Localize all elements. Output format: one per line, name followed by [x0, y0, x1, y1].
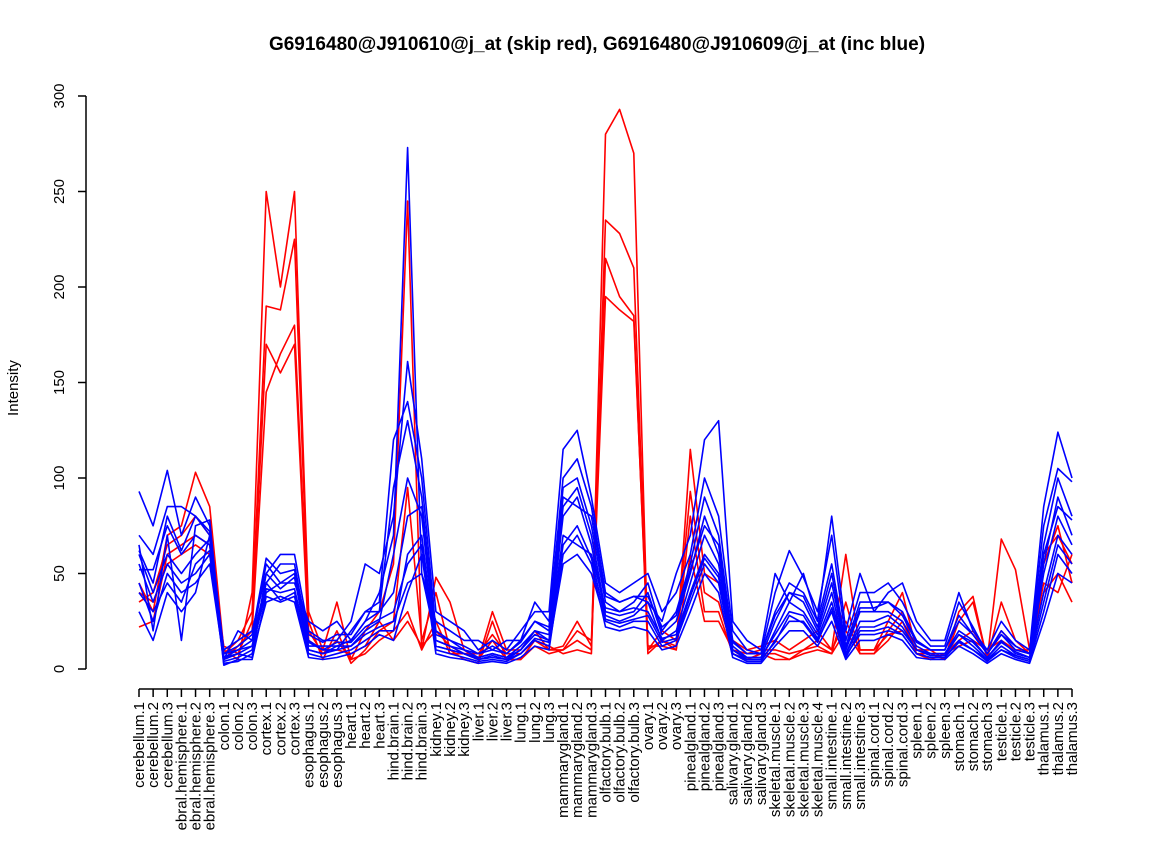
x-tick-label: mammarygland.2 [569, 702, 586, 818]
series-line-inc-13 [138, 496, 1073, 655]
x-tick-label: heart.1 [343, 702, 360, 749]
x-tick-label: ovary.1 [640, 702, 657, 750]
x-tick-label: small.intestine.1 [824, 702, 841, 810]
y-tick-label: 50 [51, 565, 68, 582]
x-tick-label: cerebellum.1 [131, 702, 148, 788]
y-tick-label: 250 [51, 179, 68, 204]
series-line-skip-1 [138, 108, 1073, 661]
y-tick-label: 300 [51, 83, 68, 108]
x-tick-label: cortex.2 [272, 702, 289, 755]
x-tick-label: ebral.hemisphere.2 [188, 702, 205, 830]
x-tick-label: spinal.cord.1 [866, 702, 883, 787]
x-tick-label: spleen.3 [937, 702, 954, 759]
x-tick-label: liver.3 [499, 702, 516, 741]
x-tick-label: pinealgland.1 [682, 702, 699, 791]
x-tick-label: hind.brain.1 [385, 702, 402, 780]
x-tick-label: skeletal.muscle.2 [781, 702, 798, 817]
x-tick-label: small.intestine.2 [838, 702, 855, 810]
x-tick-label: cortex.3 [287, 702, 304, 755]
series-line-inc-7 [138, 400, 1073, 655]
y-tick-label: 100 [51, 465, 68, 490]
series-line-inc-12 [138, 534, 1073, 661]
x-tick-label: ebral.hemisphere.3 [202, 702, 219, 830]
x-tick-label: ovary.2 [654, 702, 671, 750]
x-tick-label: kidney.2 [442, 702, 459, 757]
x-tick-label: skeletal.muscle.3 [795, 702, 812, 817]
series-line-inc-11 [138, 534, 1073, 665]
x-tick-label: testicle.3 [1022, 702, 1039, 761]
x-tick-label: salivary.gland.1 [725, 702, 742, 805]
x-tick-label: pinealgland.3 [711, 702, 728, 791]
x-tick-label: esophagus.1 [301, 702, 318, 788]
y-axis-label: Intensity [5, 360, 22, 416]
y-tick-label: 0 [51, 665, 68, 673]
x-tick-label: testicle.1 [993, 702, 1010, 761]
x-axis: cerebellum.1cerebellum.2cerebellum.3ebra… [131, 688, 1081, 830]
x-tick-label: stomach.1 [951, 702, 968, 771]
x-tick-label: lung.3 [541, 702, 558, 743]
x-tick-label: spleen.1 [909, 702, 926, 759]
x-tick-label: mammarygland.3 [583, 702, 600, 818]
x-tick-label: cortex.1 [258, 702, 275, 755]
x-tick-label: mammarygland.1 [555, 702, 572, 818]
x-tick-label: spleen.2 [923, 702, 940, 759]
x-tick-label: liver.2 [484, 702, 501, 741]
x-tick-label: olfactory.bulb.1 [598, 702, 615, 803]
x-tick-label: esophagus.2 [315, 702, 332, 788]
x-tick-label: thalamus.3 [1064, 702, 1081, 775]
y-tick-label: 200 [51, 274, 68, 299]
x-tick-label: colon.2 [230, 702, 247, 750]
x-tick-label: salivary.gland.3 [753, 702, 770, 805]
x-tick-label: kidney.1 [428, 702, 445, 757]
x-tick-label: colon.3 [244, 702, 261, 750]
x-tick-label: lung.1 [513, 702, 530, 743]
x-tick-label: pinealgland.2 [696, 702, 713, 791]
x-tick-label: liver.1 [470, 702, 487, 741]
x-tick-label: kidney.3 [456, 702, 473, 757]
x-tick-label: testicle.2 [1007, 702, 1024, 761]
series-line-inc-9 [138, 477, 1073, 663]
x-tick-label: cerebellum.2 [145, 702, 162, 788]
x-tick-label: stomach.3 [979, 702, 996, 771]
x-tick-label: cerebellum.3 [159, 702, 176, 788]
x-tick-label: salivary.gland.2 [739, 702, 756, 805]
x-tick-label: spinal.cord.3 [894, 702, 911, 787]
x-tick-label: stomach.2 [965, 702, 982, 771]
x-tick-label: heart.3 [371, 702, 388, 749]
x-tick-label: thalamus.2 [1050, 702, 1067, 775]
series-line-inc-14 [138, 524, 1073, 661]
y-tick-label: 150 [51, 370, 68, 395]
series-line-inc-6 [138, 360, 1073, 655]
x-tick-label: ebral.hemisphere.1 [173, 702, 190, 830]
y-axis: 0 50 100 150 200 250 300 [51, 83, 87, 673]
x-tick-label: skeletal.muscle.4 [810, 702, 827, 817]
x-tick-label: colon.1 [216, 702, 233, 750]
x-tick-label: ovary.3 [668, 702, 685, 750]
x-tick-label: spinal.cord.2 [880, 702, 897, 787]
x-tick-label: thalamus.1 [1036, 702, 1053, 775]
x-tick-label: skeletal.muscle.1 [767, 702, 784, 817]
x-tick-label: hind.brain.2 [400, 702, 417, 780]
x-tick-label: olfactory.bulb.2 [612, 702, 629, 803]
x-tick-label: olfactory.bulb.3 [626, 702, 643, 803]
chart-title: G6916480@J910610@j_at (skip red), G69164… [269, 34, 925, 55]
x-tick-label: lung.2 [527, 702, 544, 743]
x-tick-label: hind.brain.3 [414, 702, 431, 780]
x-tick-label: heart.2 [357, 702, 374, 749]
x-tick-label: esophagus.3 [329, 702, 346, 788]
x-tick-label: small.intestine.3 [852, 702, 869, 810]
plot-area [138, 108, 1073, 667]
